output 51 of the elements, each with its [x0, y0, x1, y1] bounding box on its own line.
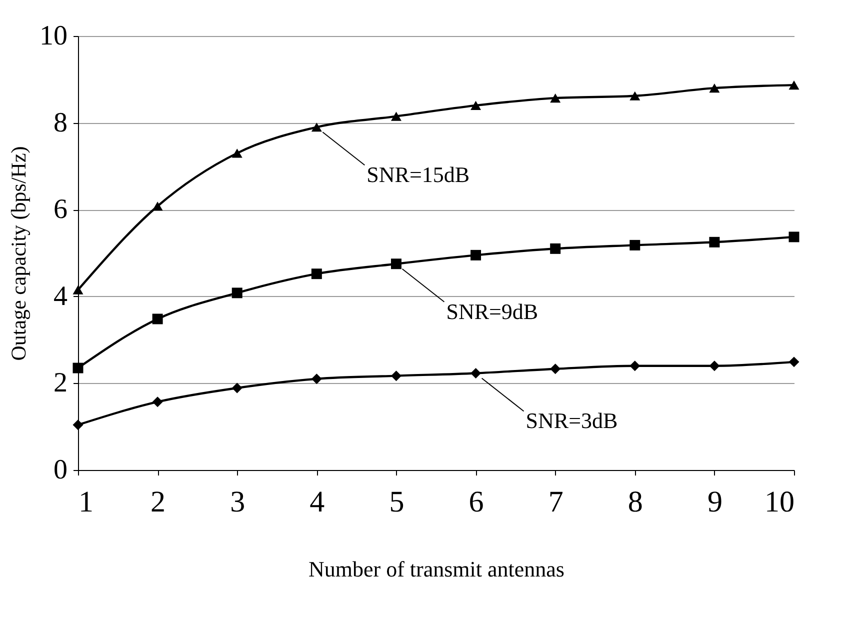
point [788, 80, 800, 90]
x-tick-label: 5 [389, 486, 404, 518]
point [630, 360, 640, 372]
point [709, 236, 720, 248]
x-tick-label: 10 [764, 486, 794, 518]
point [470, 100, 482, 110]
point [550, 243, 561, 254]
point [232, 382, 242, 394]
x-axis-title: Number of transmit antennas [308, 556, 564, 582]
annotation: SNR=9dB [446, 298, 538, 324]
point [232, 288, 242, 298]
point [311, 268, 322, 280]
point [390, 370, 402, 382]
point [709, 84, 720, 93]
point [550, 94, 561, 103]
x-tick-label: 6 [468, 486, 484, 518]
y-axis-title: Outage capacity (bps/Hz) [6, 146, 30, 361]
point [232, 148, 242, 158]
y-tick-label: 6 [54, 194, 68, 226]
point [470, 368, 482, 378]
annotation: SNR=15dB [366, 162, 470, 188]
point [630, 91, 640, 100]
y-tick-label: 4 [54, 280, 68, 312]
point [311, 122, 322, 132]
y-tick-label: 8 [54, 107, 68, 138]
x-tick-label: 2 [150, 486, 166, 518]
point [788, 356, 800, 368]
x-tick-label: 3 [230, 486, 246, 518]
x-tick-label: 1 [78, 486, 94, 518]
point [72, 362, 84, 374]
y-tick-label: 10 [40, 20, 68, 52]
x-tick-label: 9 [707, 486, 722, 518]
point [390, 112, 402, 121]
point [630, 240, 640, 250]
point [152, 396, 163, 408]
point [390, 258, 402, 270]
y-tick-label: 2 [54, 368, 68, 399]
point [709, 360, 720, 372]
point [72, 420, 84, 430]
annotation: SNR=3dB [526, 408, 618, 434]
x-tick-label: 4 [310, 486, 325, 518]
point [72, 285, 84, 294]
point [152, 314, 163, 324]
point [788, 232, 800, 242]
point [550, 364, 561, 374]
y-tick-label: 0 [54, 454, 68, 486]
x-tick-label: 7 [548, 486, 564, 518]
point [152, 202, 163, 211]
point [470, 250, 482, 260]
x-tick-label: 8 [628, 486, 643, 518]
point [311, 374, 322, 384]
